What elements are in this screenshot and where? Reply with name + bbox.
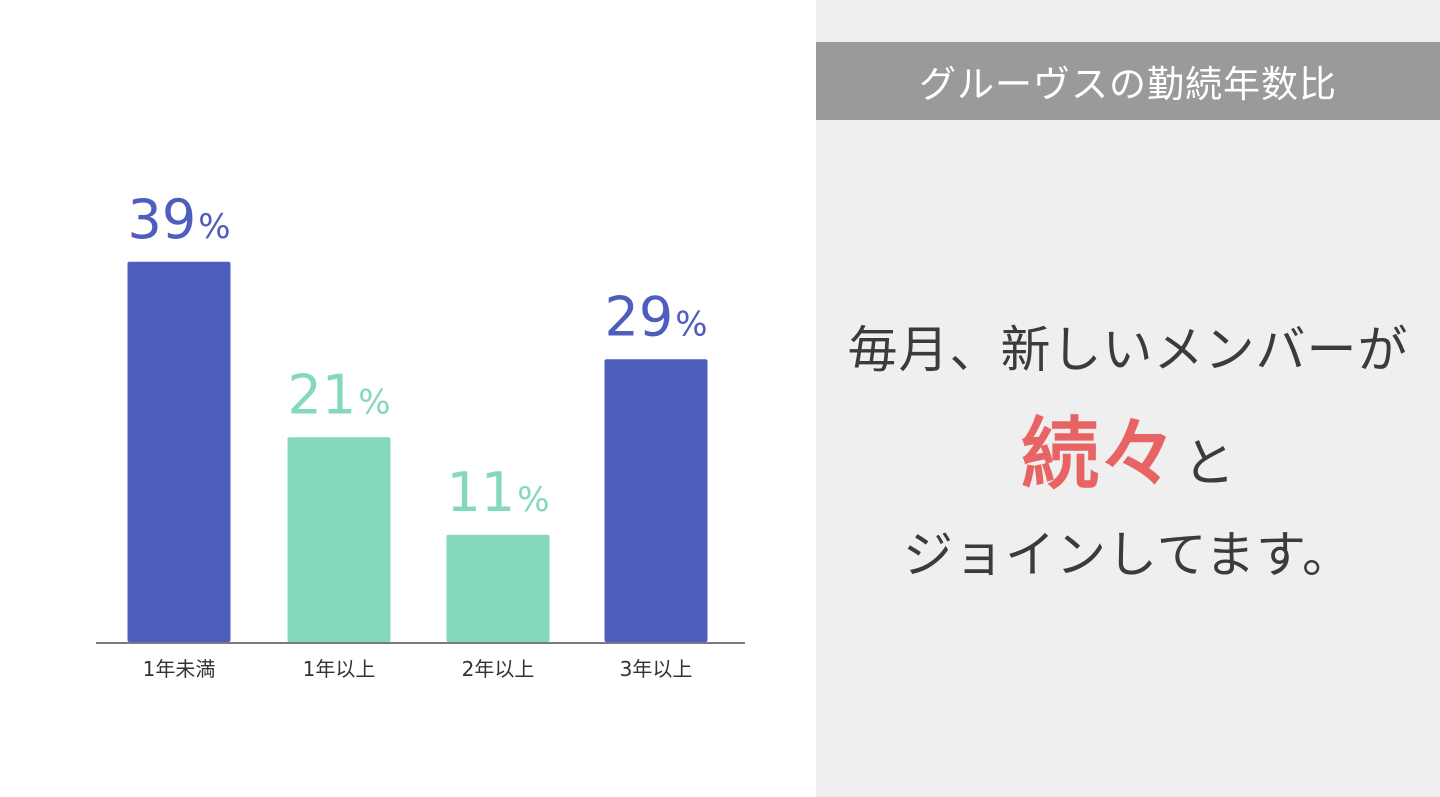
category-label-1: 1年未満 bbox=[143, 657, 216, 681]
bar-2 bbox=[287, 437, 391, 642]
value-unit-4: % bbox=[675, 304, 707, 344]
value-unit-2: % bbox=[358, 382, 390, 422]
message-block: 毎月、新しいメンバーが 続々と ジョインしてます。 bbox=[816, 300, 1440, 600]
value-number-2: 21 bbox=[287, 363, 356, 426]
value-label-3: 11% bbox=[446, 461, 549, 524]
message-panel: グルーヴスの勤続年数比 毎月、新しいメンバーが 続々と ジョインしてます。 bbox=[816, 0, 1440, 797]
value-unit-1: % bbox=[198, 207, 230, 247]
value-label-4: 29% bbox=[604, 285, 707, 348]
category-label-3: 2年以上 bbox=[462, 657, 535, 681]
message-accent: 続々 bbox=[1020, 410, 1177, 500]
labels-group: 39% 1年未満 21% 1年以上 11% 2年以上 29% 3年以上 bbox=[127, 188, 707, 681]
bar-4 bbox=[604, 359, 708, 642]
chart-panel: 39% 1年未満 21% 1年以上 11% 2年以上 29% 3年以上 bbox=[96, 187, 745, 681]
bar-1 bbox=[127, 261, 231, 642]
message-line-2: 続々と bbox=[816, 400, 1440, 510]
value-label-2: 21% bbox=[287, 363, 390, 426]
message-accent-suffix: と bbox=[1183, 434, 1236, 494]
category-label-4: 3年以上 bbox=[620, 657, 693, 681]
panel-title: グルーヴスの勤続年数比 bbox=[919, 63, 1337, 106]
category-label-2: 1年以上 bbox=[303, 657, 376, 681]
value-label-1: 39% bbox=[127, 188, 230, 251]
bars-group bbox=[127, 261, 708, 642]
value-unit-3: % bbox=[517, 480, 549, 520]
bar-3 bbox=[446, 534, 550, 642]
value-number-4: 29 bbox=[604, 285, 673, 348]
message-line-3: ジョインしてます。 bbox=[903, 526, 1353, 584]
message-line-1: 毎月、新しいメンバーが bbox=[847, 321, 1409, 379]
value-number-1: 39 bbox=[127, 188, 196, 251]
title-band: グルーヴスの勤続年数比 bbox=[816, 42, 1440, 120]
bar-chart: 39% 1年未満 21% 1年以上 11% 2年以上 29% 3年以上 bbox=[96, 188, 745, 681]
value-number-3: 11 bbox=[446, 461, 515, 524]
